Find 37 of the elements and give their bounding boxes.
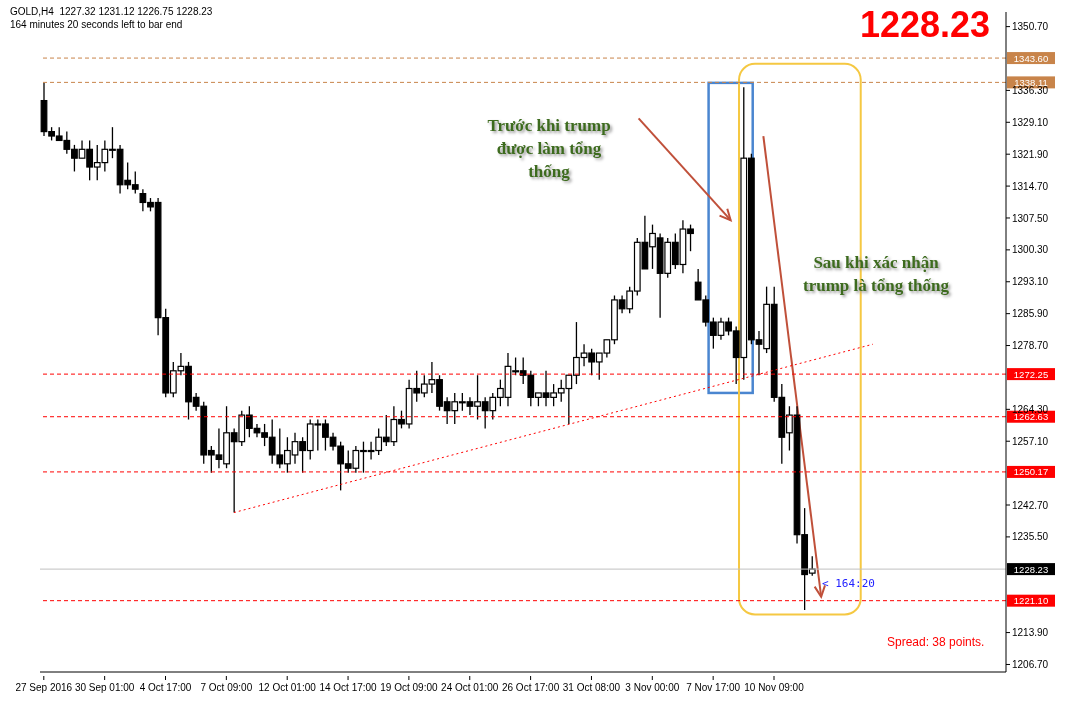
y-tick-label: 1321.90 (1012, 148, 1049, 160)
annotation: 1228.23 (860, 4, 991, 46)
y-tick-label: 1314.70 (1012, 180, 1049, 192)
y-tick-label: 1278.70 (1012, 340, 1049, 352)
y-tick-label: 1329.10 (1012, 116, 1049, 128)
x-tick-label: 31 Oct 08:00 (562, 682, 621, 693)
ref-line-label: 1272.25 (1013, 368, 1049, 380)
chart-title: GOLD,H4 1227.32 1231.12 1226.75 1228.23 (10, 5, 213, 18)
y-tick-label: 1307.50 (1012, 212, 1049, 224)
x-tick-label: 7 Oct 09:00 (200, 682, 253, 693)
x-tick-label: 3 Nov 00:00 (625, 682, 680, 693)
y-tick-label: 1206.70 (1012, 659, 1049, 671)
y-tick-label: 1350.70 (1012, 21, 1049, 33)
y-tick-label: 1293.10 (1012, 276, 1049, 288)
y-tick-label: 1257.10 (1012, 435, 1049, 447)
y-tick-label: 1235.50 (1012, 531, 1049, 543)
y-tick-label: 1242.70 (1012, 499, 1049, 511)
x-tick-label: 19 Oct 09:00 (380, 682, 438, 693)
annotation: Spread: 38 points. (887, 635, 985, 649)
y-tick-label: 1300.30 (1012, 244, 1049, 256)
x-tick-label: 24 Oct 01:00 (441, 682, 499, 693)
y-tick-label: 1213.90 (1012, 627, 1049, 639)
ref-line-label: 1343.60 (1013, 52, 1049, 64)
x-tick-label: 7 Nov 17:00 (686, 682, 741, 693)
x-tick-label: 4 Oct 17:00 (139, 682, 192, 693)
ref-line-label: 1221.10 (1013, 595, 1049, 607)
ref-line-label: 1250.17 (1013, 466, 1049, 478)
x-tick-label: 12 Oct 01:00 (258, 682, 317, 693)
ref-line-label: 1228.23 (1013, 563, 1049, 575)
x-tick-label: 26 Oct 17:00 (501, 682, 560, 693)
x-tick-label: 27 Sep 2016 (15, 682, 73, 693)
text: 164 minutes 20 seconds left to bar end (10, 18, 184, 31)
x-tick-label: 10 Nov 09:00 (744, 682, 805, 693)
y-tick-label: 1285.90 (1012, 308, 1049, 320)
annotation: Trước khi trump được làm tổng thống (486, 115, 612, 183)
x-tick-label: 30 Sep 01:00 (74, 682, 135, 693)
x-tick-label: 14 Oct 17:00 (319, 682, 378, 693)
